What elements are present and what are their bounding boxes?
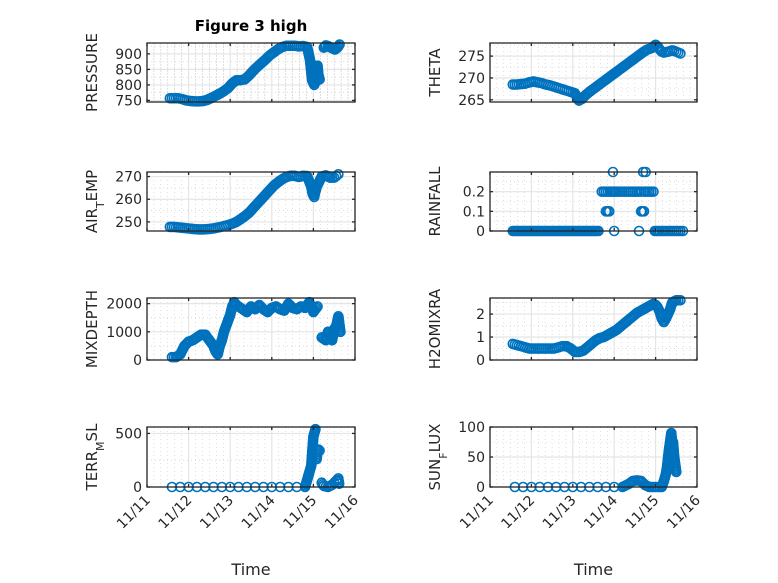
axes-box [146, 297, 356, 361]
ytick-label: 265 [458, 93, 485, 109]
ytick-label: 260 [115, 192, 142, 208]
ylabel: AIRTEMP [83, 170, 107, 233]
axes-theta: 265 270 275 THETA [426, 39, 698, 109]
ytick-label: 100 [458, 420, 485, 436]
series-theta [507, 39, 686, 106]
ytick-label: 1 [476, 330, 485, 346]
minor-grid [147, 298, 355, 360]
ytick-label: 750 [115, 93, 142, 109]
data-point [603, 206, 615, 217]
axes-box [146, 426, 356, 488]
axes-box [489, 42, 698, 103]
axes-box [489, 171, 698, 232]
ytick-label: 50 [467, 450, 485, 466]
ytick-label: 250 [115, 215, 142, 231]
ytick-label: 0.1 [463, 204, 485, 220]
minor-grid [490, 172, 697, 231]
ytick-label: 270 [458, 71, 485, 87]
data-point [312, 301, 323, 312]
data-point [314, 74, 325, 85]
ytick-label: 2000 [106, 297, 142, 313]
data-point [333, 168, 344, 180]
figure-title: Figure 3 high [195, 17, 308, 35]
data-point [333, 40, 344, 52]
ytick-label: 0 [133, 480, 142, 496]
data-point [334, 39, 345, 50]
data-point [314, 445, 325, 456]
ylabel: THETA [426, 48, 444, 98]
ytick-label: 0.2 [463, 185, 485, 201]
ytick-label: 275 [458, 49, 485, 65]
data-point [311, 302, 322, 314]
axes-box [146, 42, 356, 103]
ytick-label: 900 [115, 47, 142, 63]
xlabel: Time [230, 560, 270, 579]
ytick-label: 2 [476, 307, 485, 323]
axes-box [146, 171, 356, 232]
axes-air_temp: 250 260 270 AIRTEMP [83, 168, 356, 235]
data-point [670, 466, 682, 478]
data-point [648, 186, 659, 197]
data-point [335, 326, 346, 338]
data-point [310, 303, 321, 315]
series-air_temp [164, 168, 344, 235]
ytick-label: 270 [115, 170, 142, 186]
ylabel: PRESSURE [83, 33, 101, 112]
axes-mixdepth: 0 1000 2000 MIXDEPTH [83, 290, 356, 369]
data-point [310, 423, 321, 435]
ytick-label: 850 [115, 62, 142, 78]
ylabel: SUNFLUX [426, 424, 450, 491]
ytick-label: 0 [476, 353, 485, 369]
ytick-label: 0 [476, 224, 485, 240]
data-point [638, 206, 650, 217]
ylabel: MIXDEPTH [83, 290, 101, 368]
ytick-label: 0 [133, 353, 142, 369]
data-point [333, 478, 345, 490]
ytick-label: 500 [115, 426, 142, 442]
ytick-label: 800 [115, 78, 142, 94]
ytick-label: 1000 [106, 325, 142, 341]
data-point [675, 294, 686, 306]
ytick-label: 0 [476, 480, 485, 496]
axes-box [489, 297, 698, 361]
series-mixdepth [166, 296, 346, 363]
data-point [675, 48, 686, 59]
xlabel: Time [573, 560, 613, 579]
ylabel: RAINFALL [426, 166, 444, 237]
axes-rainfall: 0 0.1 0.2 RAINFALL [426, 166, 698, 240]
minor-grid [147, 427, 355, 487]
data-point [313, 444, 324, 455]
series-h2omixra [507, 294, 686, 358]
ylabel: H2OMIXRA [426, 288, 444, 369]
ylabel: TERRMSL [83, 423, 107, 492]
axes-h2omixra: 0 1 2 H2OMIXRA [426, 288, 698, 369]
series-pressure [164, 39, 345, 107]
